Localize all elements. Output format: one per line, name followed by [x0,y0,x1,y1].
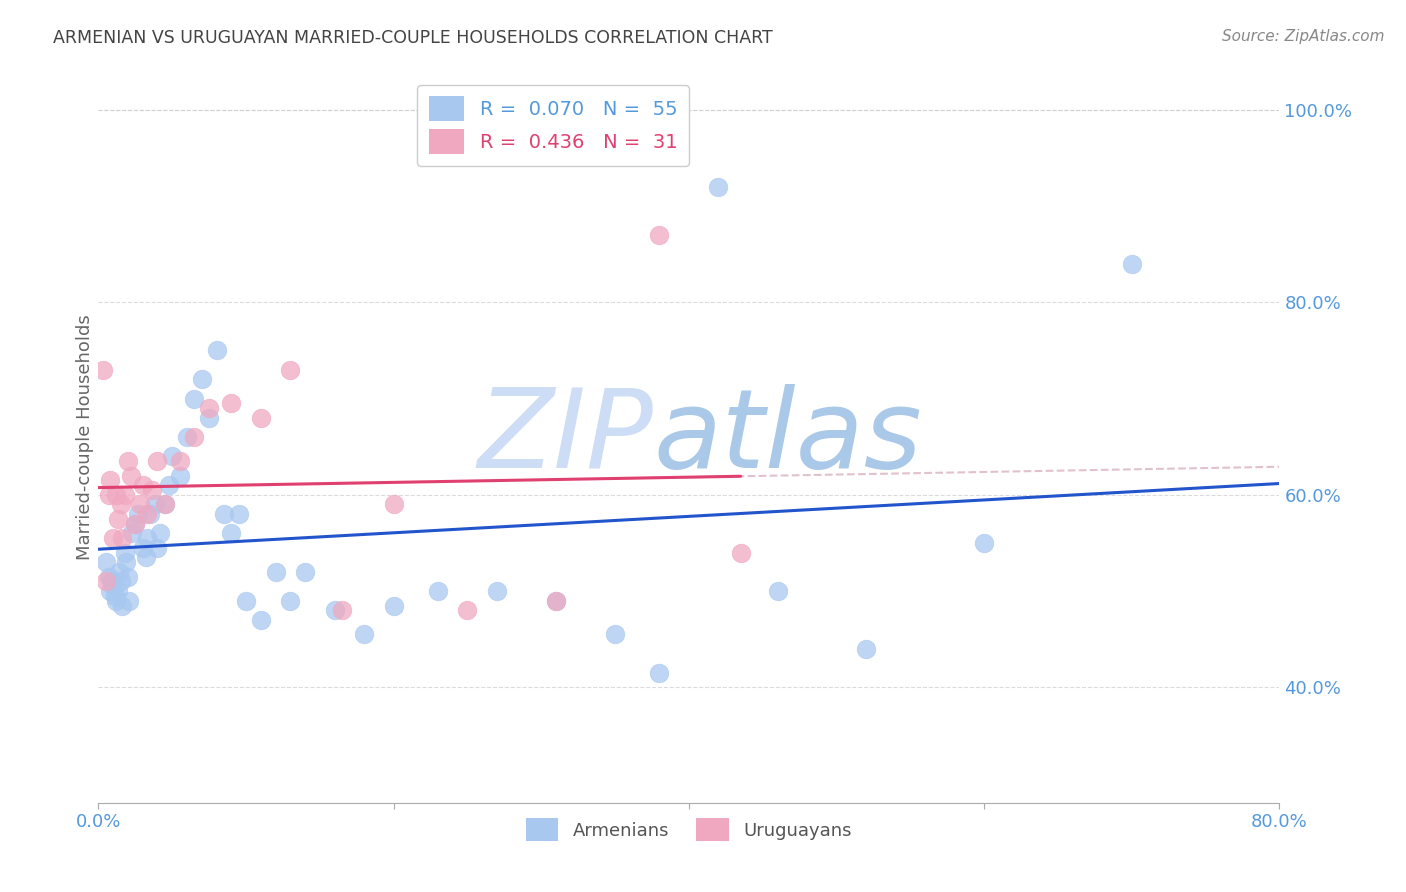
Point [235,593,257,607]
Point [546,593,568,607]
Point [111,531,134,545]
Point [149,526,172,541]
Point [280,362,302,376]
Point [91,362,114,376]
Point [221,396,243,410]
Point [855,641,877,656]
Point [120,468,142,483]
Point [107,584,129,599]
Point [105,593,128,607]
Point [132,478,155,492]
Point [250,410,273,425]
Point [169,454,191,468]
Point [118,593,141,607]
Point [146,541,169,555]
Point [127,507,149,521]
Point [97,569,120,583]
Point [108,565,131,579]
Point [162,450,183,464]
Point [107,512,129,526]
Point [183,430,205,444]
Point [136,531,159,545]
Point [973,536,995,550]
Point [707,179,730,194]
Point [205,343,228,358]
Point [153,498,176,512]
Point [97,488,120,502]
Point [153,498,176,512]
Point [605,627,627,641]
Point [98,474,121,488]
Point [1121,257,1143,271]
Point [198,401,221,416]
Point [486,584,509,599]
Point [146,454,169,468]
Point [766,584,789,599]
Point [117,569,139,583]
Text: ARMENIAN VS URUGUAYAN MARRIED-COUPLE HOUSEHOLDS CORRELATION CHART: ARMENIAN VS URUGUAYAN MARRIED-COUPLE HOU… [53,29,773,46]
Point [124,516,146,531]
Point [117,454,139,468]
Point [294,565,316,579]
Y-axis label: Married-couple Households: Married-couple Households [76,314,94,560]
Point [114,488,136,502]
Point [98,584,121,599]
Point [143,498,166,512]
Point [94,555,117,569]
Point [457,603,479,617]
Point [136,507,159,521]
Point [114,545,136,559]
Point [135,550,157,565]
Point [132,541,155,555]
Point [110,574,132,589]
Point [382,599,405,613]
Point [105,488,128,502]
Point [730,545,752,559]
Point [382,498,405,512]
Point [353,627,375,641]
Point [103,531,125,545]
Point [94,574,117,589]
Point [104,589,127,603]
Point [169,468,191,483]
Point [139,507,162,521]
Point [110,498,132,512]
Point [128,498,150,512]
Point [141,483,163,497]
Point [221,526,243,541]
Point [111,599,134,613]
Point [157,478,180,492]
Point [228,507,250,521]
Point [648,227,671,242]
Point [121,526,143,541]
Text: Source: ZipAtlas.com: Source: ZipAtlas.com [1222,29,1385,44]
Point [103,579,125,593]
Text: atlas: atlas [654,384,922,491]
Point [115,555,138,569]
Point [176,430,198,444]
Point [183,392,205,406]
Point [212,507,235,521]
Point [250,613,273,627]
Point [427,584,450,599]
Point [330,603,353,617]
Point [546,593,568,607]
Legend: Armenians, Uruguayans: Armenians, Uruguayans [519,811,859,848]
Point [191,372,214,386]
Point [323,603,346,617]
Point [264,565,287,579]
Point [124,516,146,531]
Point [198,410,221,425]
Text: ZIP: ZIP [478,384,654,491]
Point [648,665,671,680]
Point [100,574,122,589]
Point [280,593,302,607]
